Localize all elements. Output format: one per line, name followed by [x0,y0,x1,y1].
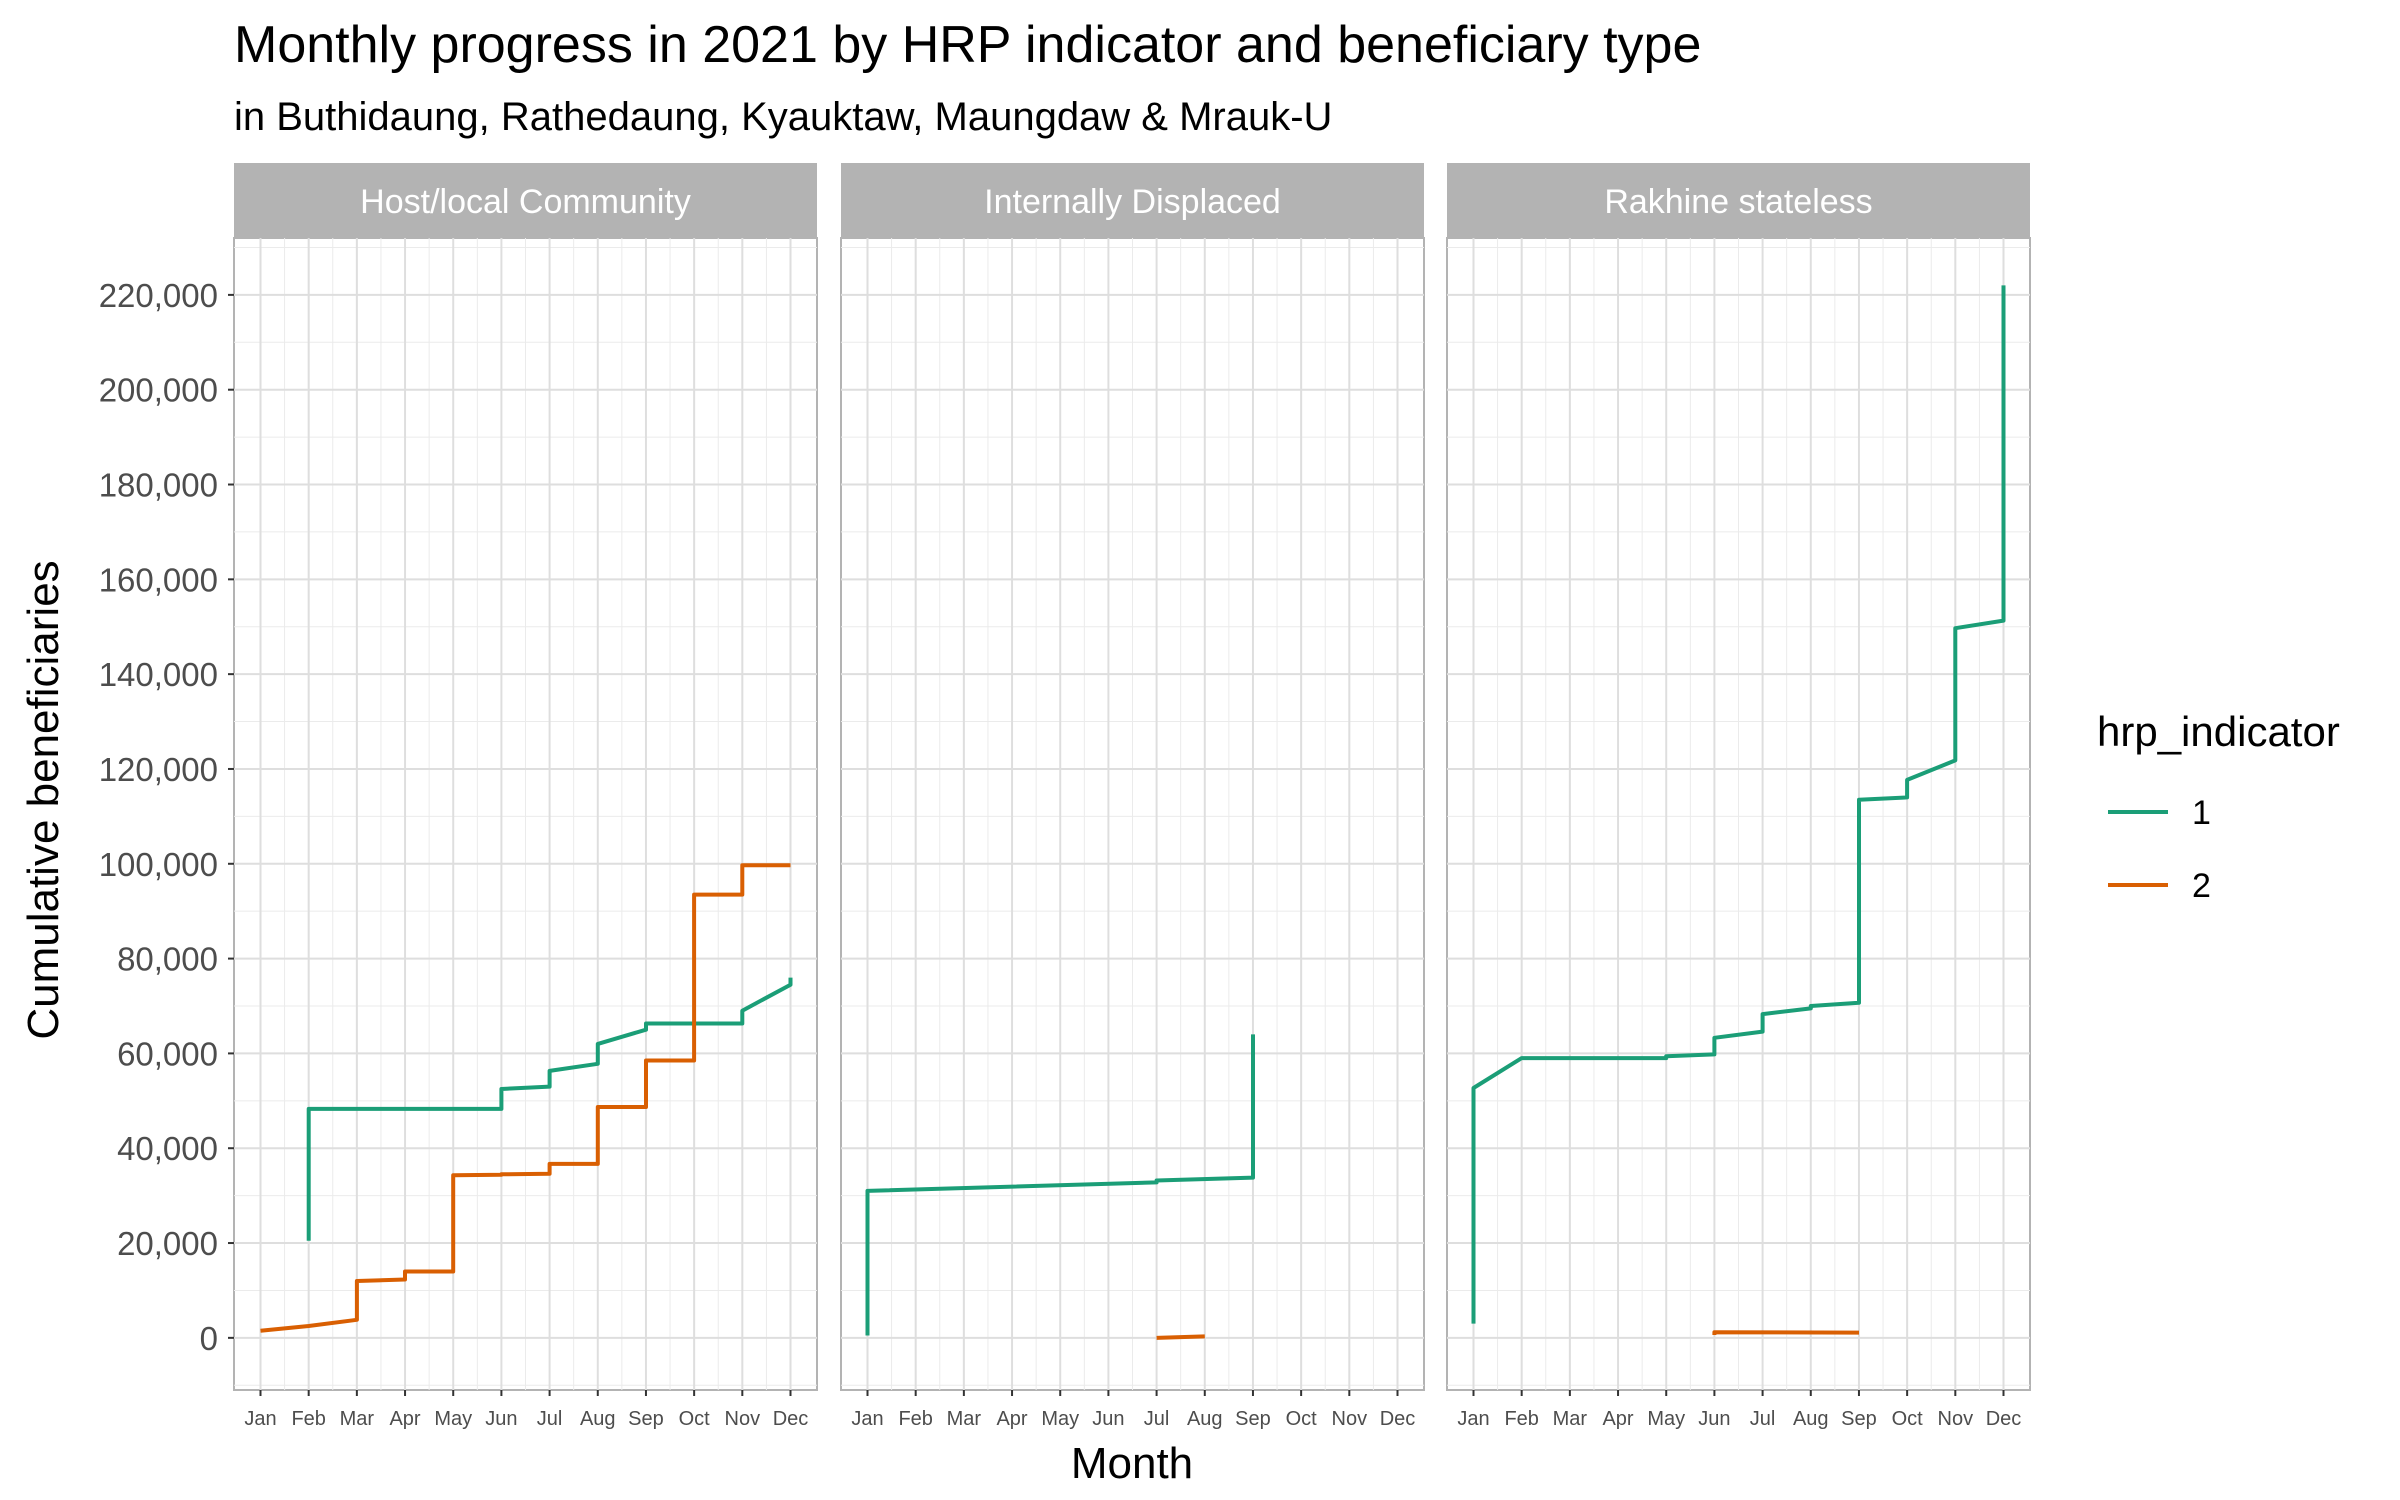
y-tick-label: 80,000 [117,941,218,978]
legend: hrp_indicator 1 2 [2097,708,2340,905]
x-tick-label: Mar [947,1408,982,1430]
y-tick-label: 100,000 [99,846,218,883]
gridlines [1447,238,2030,1390]
legend-label-2: 2 [2192,867,2211,905]
y-tick-label: 180,000 [99,467,218,504]
x-tick-label: Dec [1986,1408,2022,1430]
series-line-1 [306,977,793,1241]
y-tick-label: 60,000 [117,1035,218,1072]
y-tick-label: 220,000 [99,277,218,314]
legend-label-1: 1 [2192,794,2211,832]
facet-strip [841,163,1424,238]
x-tick-label: Jul [537,1408,563,1430]
series-line-1 [1471,285,2006,1324]
gridlines [841,238,1424,1390]
facet-strip [1447,163,2030,238]
x-tick-label: Jun [1698,1408,1730,1430]
facet-panel: Internally Displaced Jan Feb Mar Apr May Jun Ju… [840,163,1425,1430]
facet-strip-label: Internally Displaced [984,183,1281,221]
x-tick-label: May [1647,1408,1685,1430]
y-tick-label: 20,000 [117,1225,218,1262]
legend-title: hrp_indicator [2097,708,2340,755]
x-tick-label: Jul [1144,1408,1170,1430]
facet-strip-label: Host/local Community [360,183,691,221]
y-tick-label: 140,000 [99,656,218,693]
x-tick-label: Jan [244,1408,276,1430]
facet-panel: Host/local Community Jan Feb Mar Apr May Jun Ju… [233,163,818,1430]
x-tick-label: Oct [679,1408,711,1430]
x-tick-label: Jul [1750,1408,1776,1430]
y-axis-label: Cumulative beneficiaries [19,560,68,1039]
x-tick-label: Sep [1841,1408,1877,1430]
facet-strip [234,163,817,238]
x-tick-label: Feb [291,1408,325,1430]
x-tick-label: Sep [1235,1408,1271,1430]
x-tick-label: Mar [340,1408,375,1430]
y-axis: 0 20,000 40,000 60,000 80,000 100,000 120,000 1… [99,277,234,1357]
facet-strip-label: Rakhine stateless [1604,183,1872,221]
y-tick-label: 200,000 [99,372,218,409]
x-tick-label: Nov [725,1408,761,1430]
x-tick-label: Sep [628,1408,664,1430]
chart-title: Monthly progress in 2021 by HRP indicato… [234,16,1701,74]
x-tick-label: Apr [389,1408,420,1430]
series-line-2 [1156,1334,1205,1340]
x-tick-label: Oct [1286,1408,1318,1430]
x-tick-label: Apr [996,1408,1027,1430]
x-tick-label: Nov [1332,1408,1368,1430]
x-tick-label: May [1041,1408,1079,1430]
x-tick-label: Feb [1504,1408,1538,1430]
y-tick-label: 40,000 [117,1130,218,1167]
x-tick-label: Dec [773,1408,809,1430]
x-tick-label: Feb [898,1408,932,1430]
x-tick-label: Jun [1092,1408,1124,1430]
x-tick-label: Mar [1553,1408,1588,1430]
x-tick-label: Oct [1892,1408,1924,1430]
x-tick-label: Jan [851,1408,883,1430]
facet-panels: Host/local Community Jan Feb Mar Apr May Jun Ju… [233,163,2031,1430]
gridlines [234,238,817,1390]
x-tick-label: Aug [580,1408,616,1430]
x-tick-label: Nov [1938,1408,1974,1430]
series-line-2 [1712,1330,1860,1335]
x-tick-label: Dec [1380,1408,1416,1430]
x-tick-label: Apr [1602,1408,1633,1430]
x-tick-label: May [434,1408,472,1430]
x-tick-label: Jan [1457,1408,1489,1430]
x-tick-label: Jun [485,1408,517,1430]
facet-panel: Rakhine stateless Jan Feb Mar Apr May Jun Jul Au… [1446,163,2031,1430]
y-tick-label: 120,000 [99,751,218,788]
chart-subtitle: in Buthidaung, Rathedaung, Kyauktaw, Mau… [234,95,1332,139]
series-line-1 [865,1034,1255,1336]
y-tick-label: 160,000 [99,561,218,598]
series-line-2 [260,863,791,1333]
y-tick-label: 0 [200,1320,218,1357]
x-axis-label: Month [1071,1439,1193,1488]
x-tick-label: Aug [1187,1408,1223,1430]
x-tick-label: Aug [1793,1408,1829,1430]
